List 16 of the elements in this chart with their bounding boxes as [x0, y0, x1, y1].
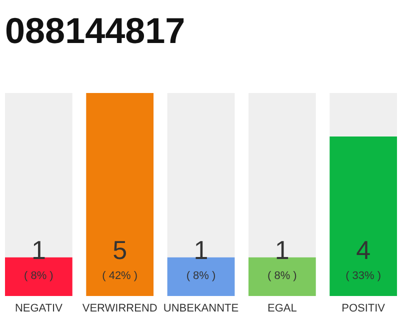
annotation: 1	[274, 235, 290, 265]
annotation: 4	[356, 235, 371, 265]
x-tick-label: NEGATIV	[14, 302, 64, 314]
x-tick-label: EGAL	[267, 302, 297, 314]
x-tick-label: VERWIRREND	[82, 302, 158, 314]
data-label: ( 8% )	[186, 270, 216, 282]
x-tick-label: UNBEKANNTE	[163, 302, 239, 314]
chart-title: 088144817	[5, 10, 186, 51]
annotation: 1	[194, 235, 208, 265]
data-label: ( 8% )	[24, 270, 54, 282]
annotation: 1	[31, 235, 46, 265]
x-tick-label: POSITIV	[342, 302, 386, 314]
annotation: 5	[112, 235, 128, 265]
data-label: ( 42% )	[102, 270, 138, 282]
data-label: ( 33% )	[346, 270, 382, 282]
data-label: ( 8% )	[267, 270, 297, 282]
